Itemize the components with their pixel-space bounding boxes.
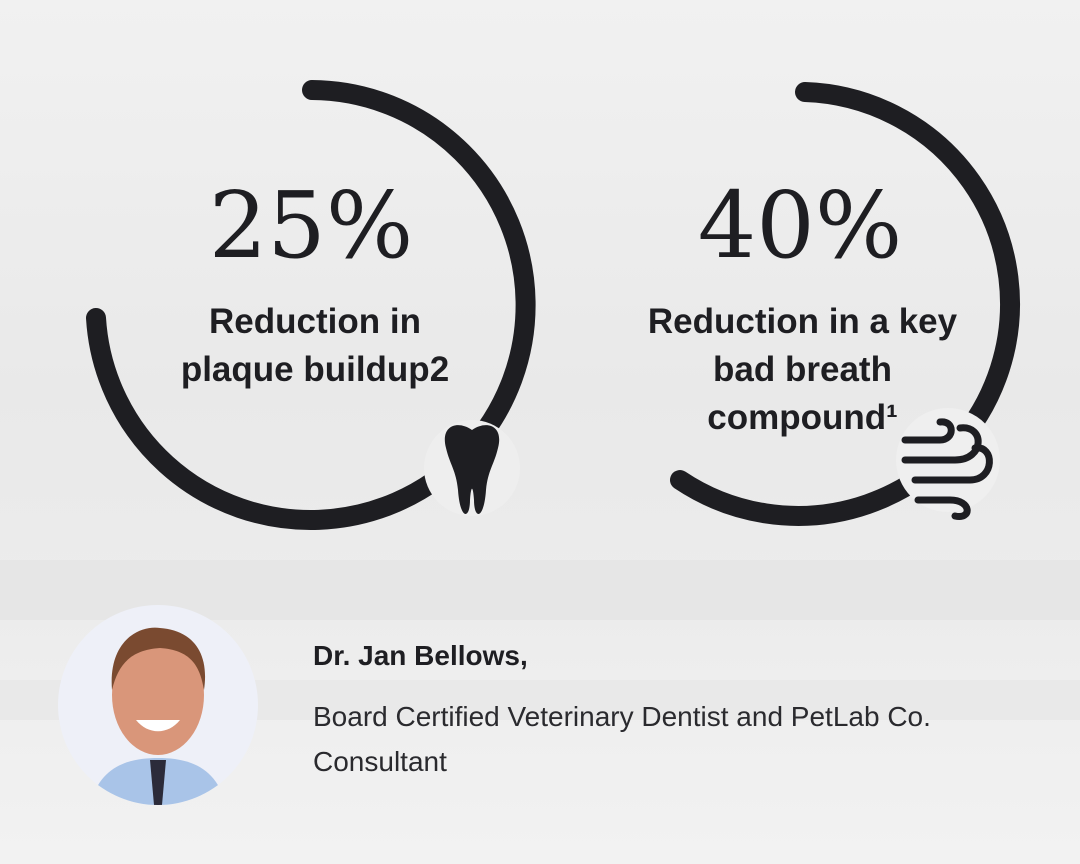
stat-value: 40% [697, 172, 903, 279]
expert-name: Dr. Jan Bellows, [313, 640, 528, 671]
stat-value: 25% [208, 172, 414, 279]
stat-ring [670, 82, 1021, 526]
tooth-icon [444, 425, 500, 514]
avatar-photo [90, 627, 226, 805]
stat-label: Reduction in a key bad breath compound¹ [647, 302, 958, 437]
stat-label: Reduction in plaque buildup2 [180, 302, 450, 389]
wind-icon [901, 418, 993, 520]
expert-title: Board Certified Veterinary Dentist and P… [313, 701, 931, 777]
